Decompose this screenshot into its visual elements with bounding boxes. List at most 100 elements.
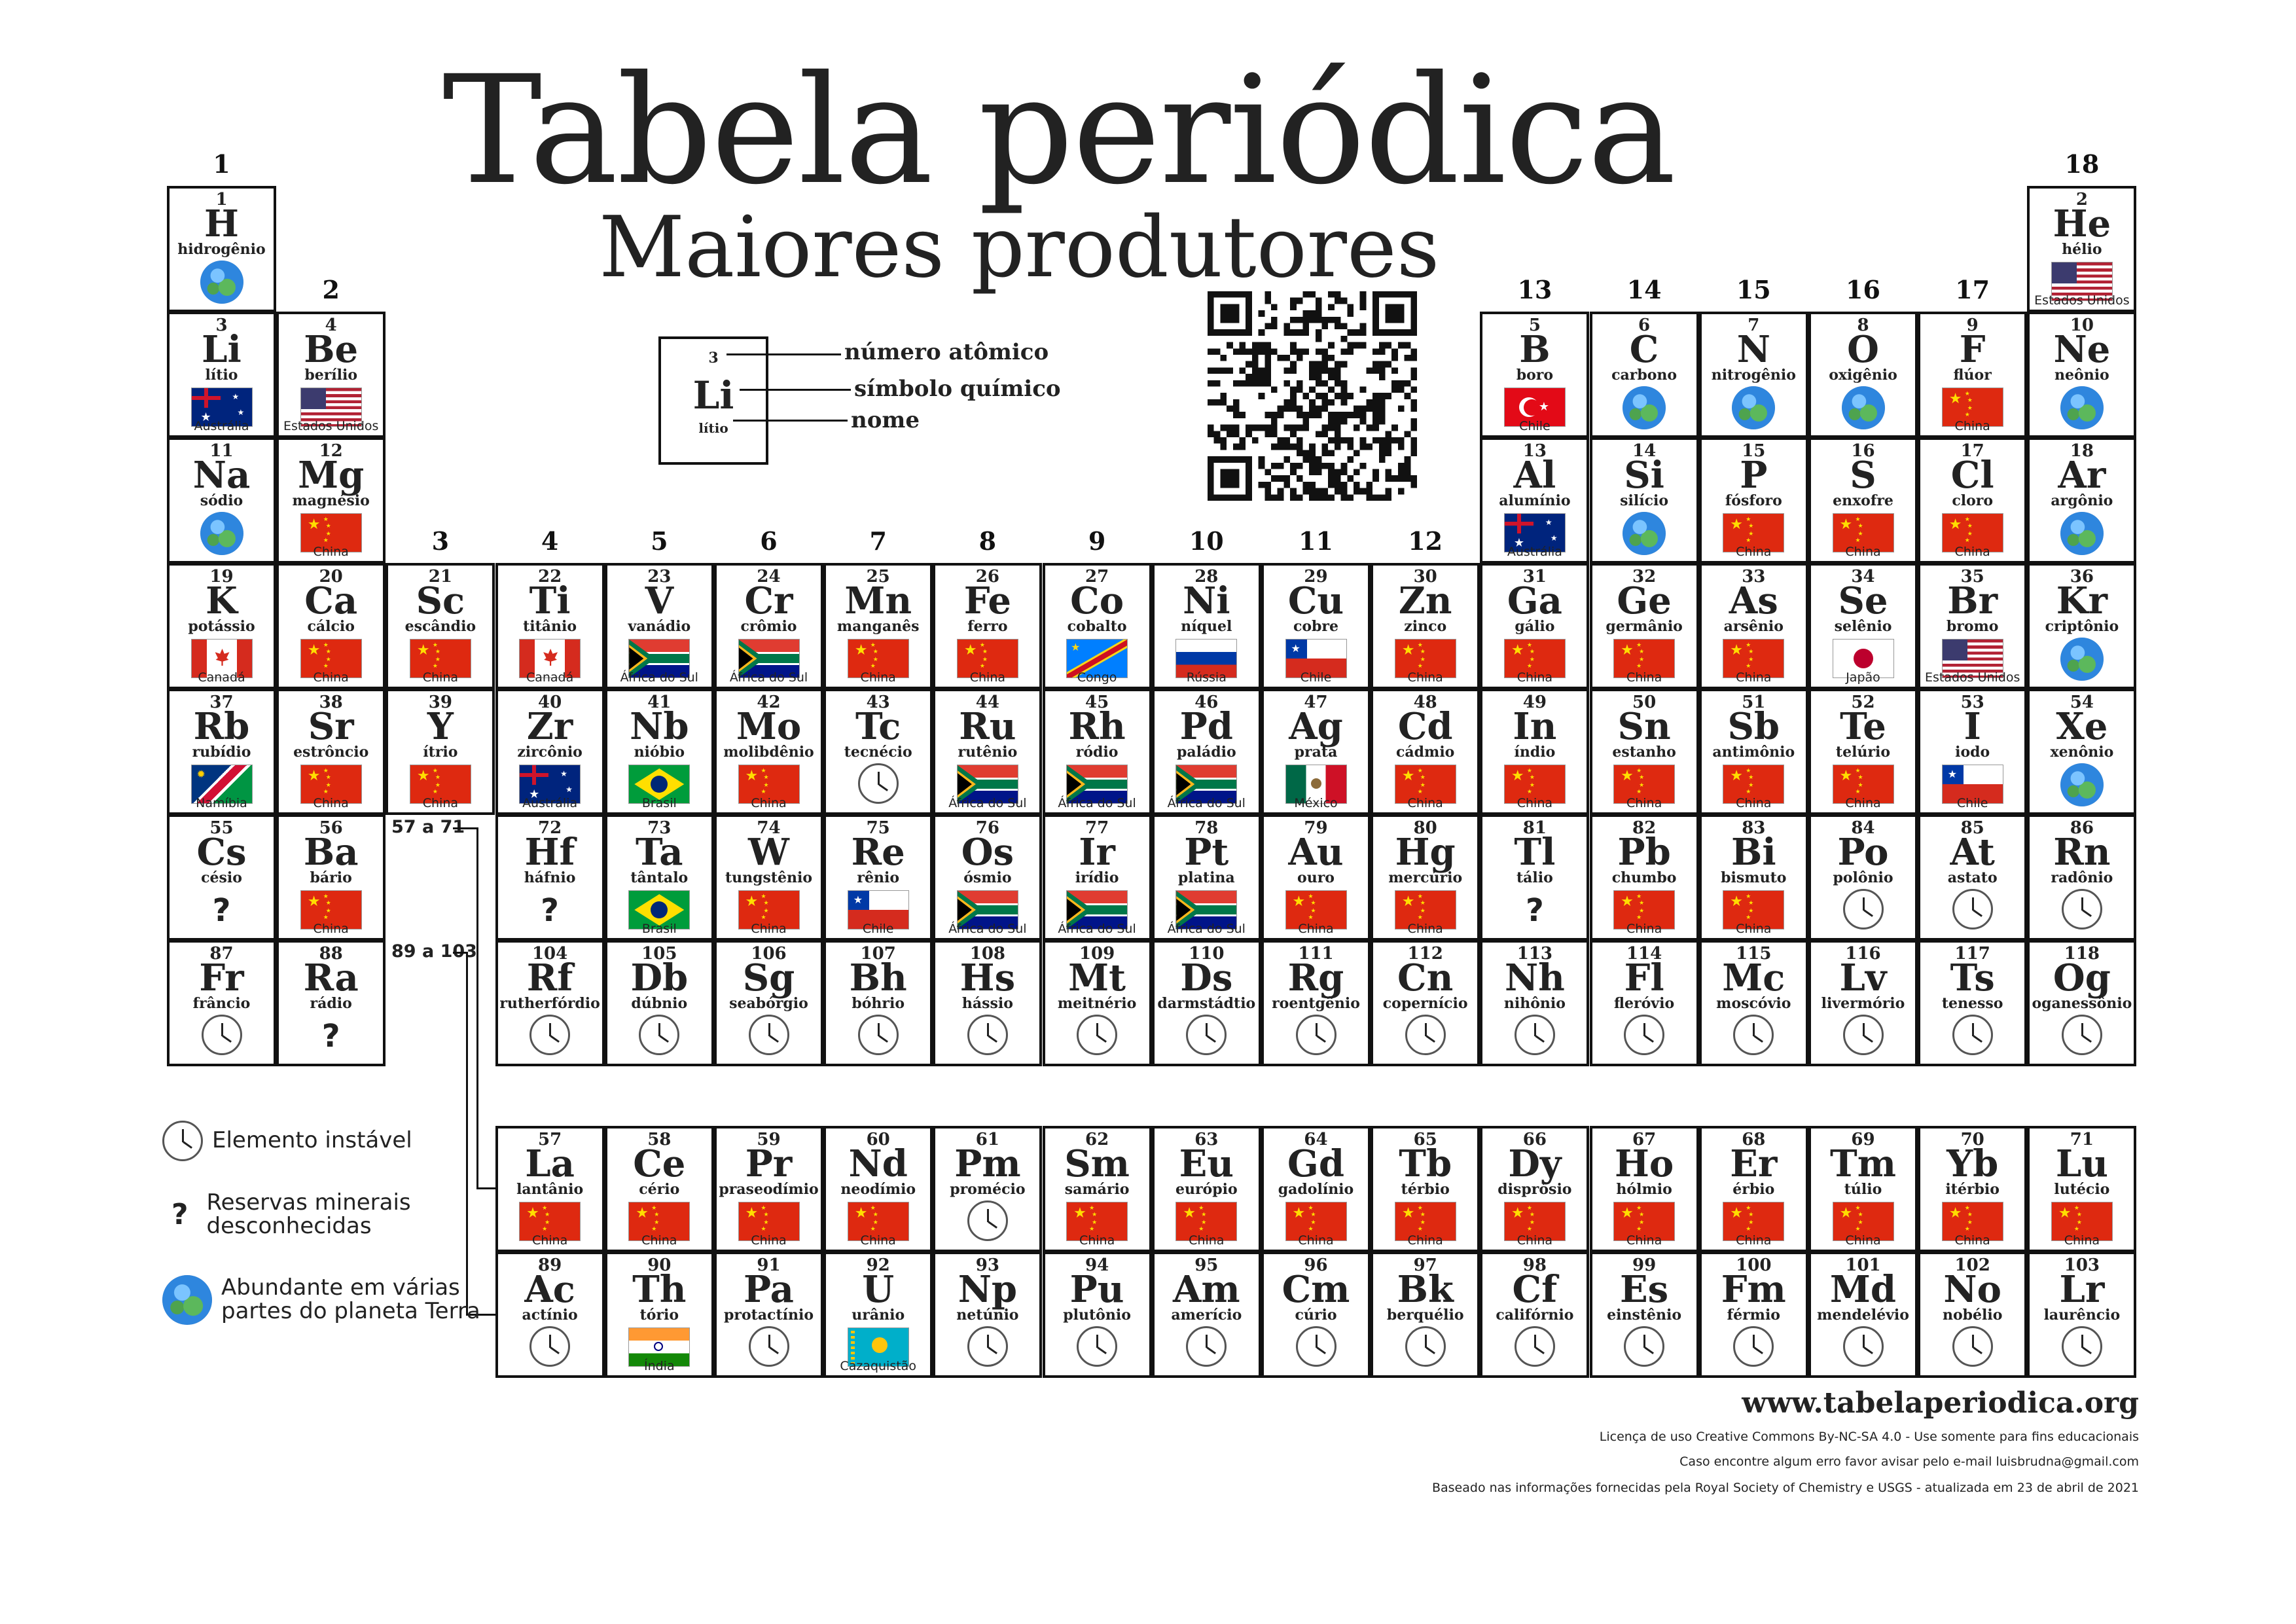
group-label-13: 13 — [1517, 275, 1552, 304]
element-cell-mt: 109 Mt meitnério — [1042, 940, 1152, 1066]
producer-marker — [170, 1015, 274, 1060]
producer-country: China — [751, 1233, 787, 1248]
element-cell-ar: 18 Ar argônio — [2027, 437, 2137, 564]
element-name: molibdênio — [723, 744, 814, 761]
chemical-symbol: Pb — [1617, 831, 1671, 874]
producer-marker — [607, 1015, 711, 1060]
producer-marker: ★ ★ ★ ★ ★ — [1373, 763, 1477, 809]
producer-country: China — [422, 796, 459, 810]
chemical-symbol: Na — [192, 454, 251, 497]
producer-country: Chile — [1300, 670, 1332, 685]
producer-country: China — [313, 545, 349, 559]
flag-cn-icon: ★ ★ ★ ★ ★ — [2051, 1202, 2113, 1241]
chemical-symbol: Ds — [1180, 956, 1233, 1000]
flag-kz-icon — [847, 1327, 909, 1367]
producer-country: África do Sul — [948, 796, 1027, 810]
producer-marker — [2030, 1015, 2134, 1060]
producer-marker — [1155, 763, 1259, 809]
element-name: rutherfórdio — [499, 995, 600, 1012]
producer-country: China — [313, 670, 349, 685]
flag-us-icon — [2051, 262, 2113, 301]
chemical-symbol: Sr — [308, 705, 354, 748]
element-cell-in: 49 In índio ★ ★ ★ ★ ★ China — [1480, 689, 1590, 815]
atomic-number: 67 — [1632, 1130, 1657, 1149]
atomic-number: 82 — [1632, 818, 1657, 838]
atomic-number: 84 — [1851, 818, 1875, 838]
element-cell-os: 76 Os ósmio África do Sul — [933, 814, 1043, 941]
element-name: ouro — [1297, 869, 1335, 886]
element-name: itérbio — [1945, 1181, 2000, 1198]
element-cell-bi: 83 Bi bismuto ★ ★ ★ ★ ★ China — [1698, 814, 1808, 941]
element-cell-lu: 71 Lu lutécio ★ ★ ★ ★ ★ China — [2027, 1126, 2137, 1252]
element-cell-eu: 63 Eu európio ★ ★ ★ ★ ★ China — [1151, 1126, 1261, 1252]
chemical-symbol: Ir — [1079, 831, 1115, 874]
clock-icon — [1295, 1015, 1336, 1055]
atomic-number: 8 — [1857, 316, 1869, 335]
atomic-number: 42 — [757, 693, 781, 712]
producer-marker — [935, 1326, 1039, 1372]
group-label-7: 7 — [869, 526, 887, 556]
clock-icon — [1733, 1015, 1774, 1055]
producer-country: China — [1298, 1233, 1334, 1248]
producer-country: Brasil — [641, 922, 677, 936]
legend-name: lítio — [698, 420, 728, 436]
group-label-18: 18 — [2064, 149, 2100, 179]
element-name: plutônio — [1063, 1307, 1131, 1324]
chemical-symbol: Mg — [298, 454, 365, 497]
group-label-14: 14 — [1626, 275, 1662, 304]
element-name: zircônio — [517, 744, 583, 761]
element-name: moscóvio — [1716, 995, 1791, 1012]
producer-marker — [2030, 1326, 2134, 1372]
element-cell-ag: 47 Ag prata México — [1261, 689, 1371, 815]
clock-icon — [2061, 1326, 2102, 1367]
element-cell-re: 75 Re rênio ★ Chile — [823, 814, 933, 941]
element-name: copernício — [1382, 995, 1468, 1012]
group-label-9: 9 — [1088, 526, 1106, 556]
element-name: carbono — [1611, 367, 1677, 384]
globe-icon — [162, 1275, 212, 1325]
producer-marker: ★ ★ ★ ★ ★ — [279, 638, 383, 683]
producer-marker: ★ ★ ★ ★ ★ — [607, 1200, 711, 1246]
flag-br-icon — [628, 765, 691, 804]
producer-country: Chile — [1956, 796, 1988, 810]
producer-marker: ★ ★ ★ ★ ★ — [1702, 763, 1806, 809]
group-label-6: 6 — [760, 526, 778, 556]
producer-country: China — [641, 1233, 677, 1248]
element-cell-la: 57 La lantânio ★ ★ ★ ★ ★ China — [495, 1126, 605, 1252]
element-name: crômio — [740, 618, 797, 635]
element-cell-ts: 117 Ts tenesso — [1918, 940, 2028, 1066]
element-cell-pt: 78 Pt platina África do Sul — [1151, 814, 1261, 941]
chemical-symbol: In — [1513, 705, 1557, 748]
chemical-symbol: Lu — [2055, 1142, 2108, 1185]
globe-icon — [2060, 638, 2104, 681]
chemical-symbol: Ba — [303, 831, 359, 874]
atomic-number: 32 — [1632, 567, 1657, 586]
element-cell-pu: 94 Pu plutônio — [1042, 1252, 1152, 1378]
producer-country: África do Sul — [729, 670, 808, 685]
element-name: ósmio — [963, 869, 1012, 886]
flag-cn-icon: ★ ★ ★ ★ ★ — [1941, 1202, 2003, 1241]
producer-marker: ★ ★ ★ ★ ★ — [1264, 889, 1368, 935]
flag-cn-icon: ★ ★ ★ ★ ★ — [1394, 890, 1456, 929]
producer-marker — [1155, 1015, 1259, 1060]
flag-cn-icon: ★ ★ ★ ★ ★ — [1723, 639, 1785, 678]
atomic-number: 105 — [641, 944, 677, 964]
atomic-number: 66 — [1522, 1130, 1547, 1149]
producer-marker — [279, 386, 383, 432]
producer-marker — [1920, 889, 2024, 935]
chemical-symbol: Fm — [1721, 1268, 1786, 1311]
flag-tr-icon: ★ — [1503, 388, 1566, 427]
producer-marker: ★ ★ ★ ★ ★ — [826, 1200, 930, 1246]
clock-icon — [529, 1015, 571, 1055]
group-label-5: 5 — [651, 526, 668, 556]
element-cell-tc: 43 Tc tecnécio — [823, 689, 933, 815]
element-name: cério — [639, 1181, 680, 1198]
flag-cn-icon: ★ ★ ★ ★ ★ — [1394, 765, 1456, 804]
chemical-symbol: Nb — [630, 705, 689, 748]
globe-icon — [200, 512, 243, 555]
lanthanide-range-label: 57 a 71 — [391, 817, 465, 837]
element-name: selênio — [1834, 618, 1892, 635]
producer-country: China — [1516, 796, 1553, 810]
atomic-number: 28 — [1194, 567, 1219, 586]
element-name: urânio — [852, 1307, 905, 1324]
